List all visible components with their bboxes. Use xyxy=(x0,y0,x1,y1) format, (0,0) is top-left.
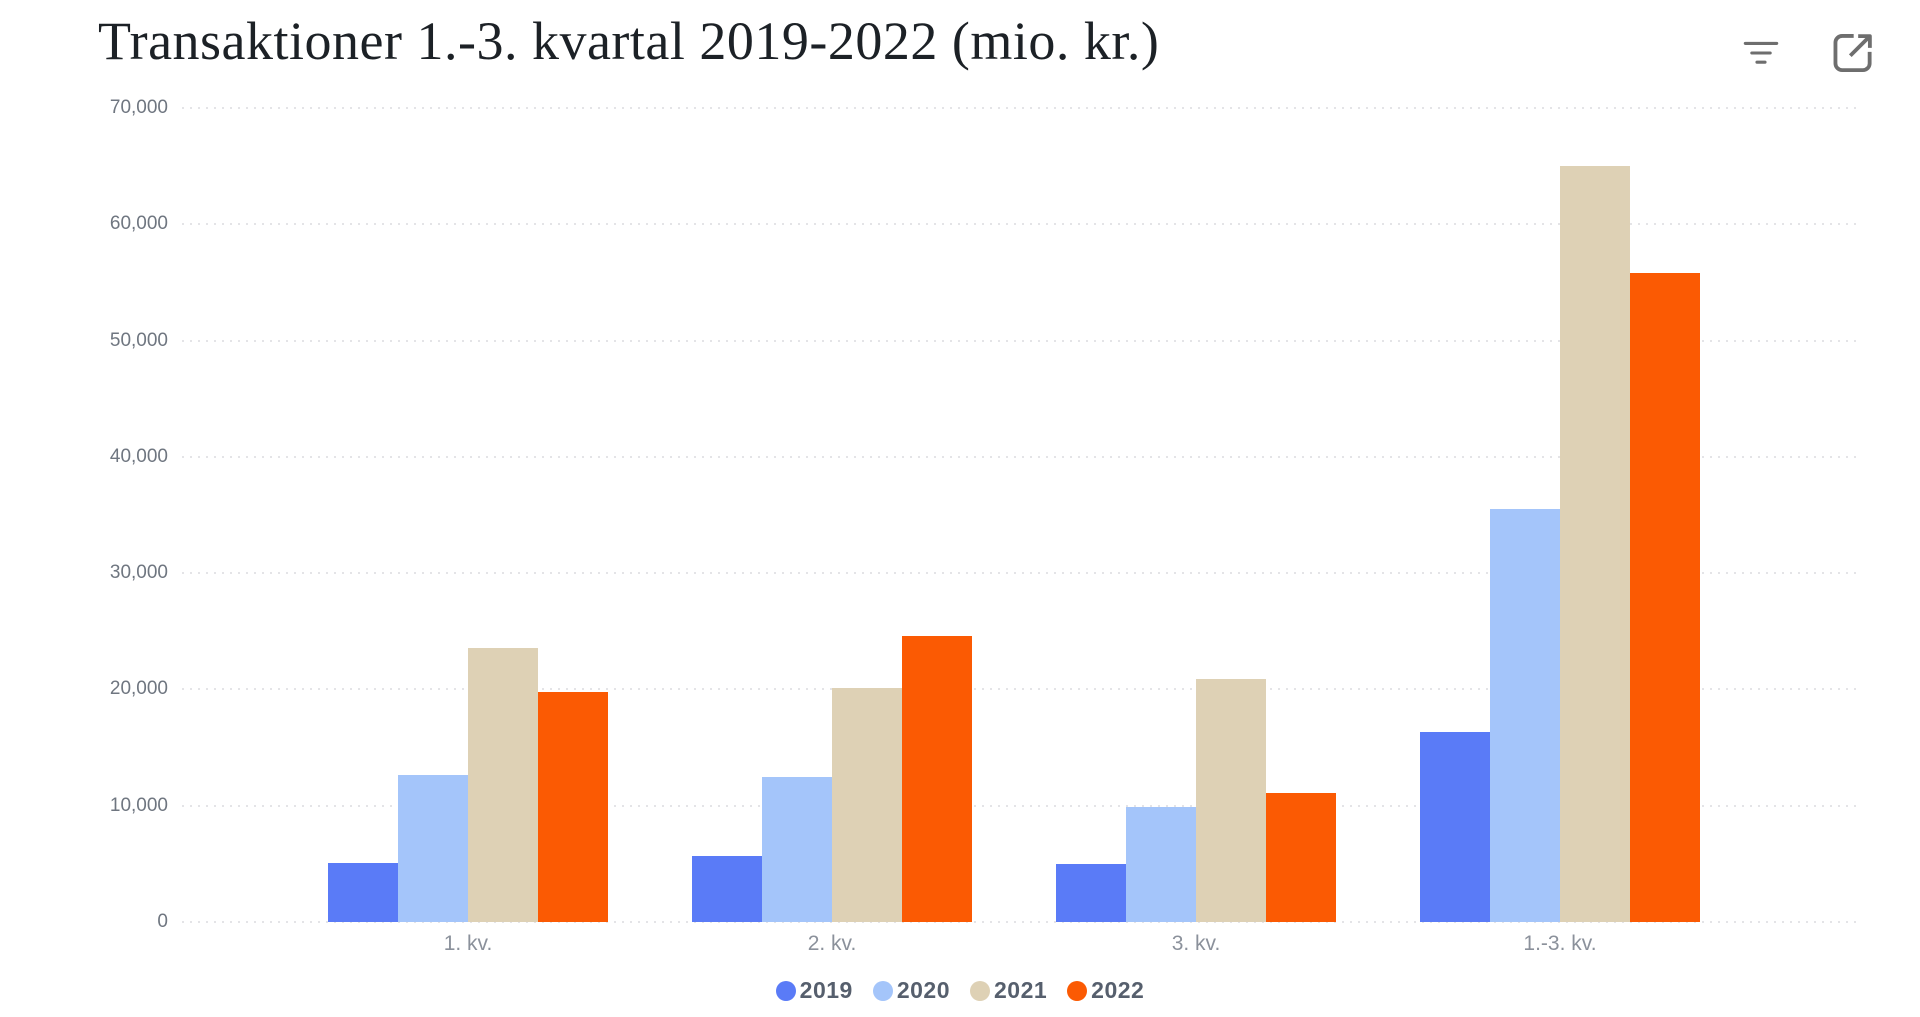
legend-label: 2021 xyxy=(994,977,1048,1003)
y-axis-label: 10,000 xyxy=(109,794,168,816)
y-axis-label: 40,000 xyxy=(109,445,168,467)
bar-2019[interactable] xyxy=(692,855,762,922)
x-axis-label: 1. kv. xyxy=(443,932,493,955)
y-axis-label: 20,000 xyxy=(109,678,168,700)
gridline xyxy=(182,455,1857,458)
bar-2020[interactable] xyxy=(1490,509,1560,922)
legend-dot xyxy=(1067,980,1088,1001)
bar-2022[interactable] xyxy=(1266,792,1336,922)
expand-icon xyxy=(1826,33,1880,83)
gridline xyxy=(182,223,1857,226)
filter-icon xyxy=(1738,41,1784,79)
bar-2021[interactable] xyxy=(832,688,902,922)
bar-2020[interactable] xyxy=(762,776,832,922)
chart-toolbar xyxy=(1738,26,1880,80)
gridline xyxy=(182,339,1857,342)
bar-2020[interactable] xyxy=(1126,806,1196,922)
legend-dot xyxy=(970,980,990,1001)
gridline xyxy=(182,572,1857,575)
bar-2021[interactable] xyxy=(1560,166,1630,922)
legend-label: 2022 xyxy=(1091,977,1145,1003)
legend-label: 2019 xyxy=(799,977,853,1003)
gridline xyxy=(182,107,1857,109)
y-axis-label: 30,000 xyxy=(109,562,168,584)
legend-item-2019[interactable]: 2019 xyxy=(775,977,853,1004)
legend-item-2020[interactable]: 2020 xyxy=(872,977,950,1004)
gridline xyxy=(182,688,1857,691)
bar-2020[interactable] xyxy=(398,775,468,922)
y-axis-label: 60,000 xyxy=(109,213,168,235)
bar-2022[interactable] xyxy=(538,691,608,922)
x-axis-label: 2. kv. xyxy=(807,932,857,955)
x-axis-label: 3. kv. xyxy=(1171,932,1221,955)
gridline xyxy=(182,921,1857,923)
gridline xyxy=(182,804,1857,807)
bar-2019[interactable] xyxy=(328,862,398,922)
expand-button[interactable] xyxy=(1826,26,1880,80)
legend-dot xyxy=(872,980,893,1001)
x-axis-label: 1.-3. kv. xyxy=(1523,932,1597,955)
bar-2019[interactable] xyxy=(1056,863,1126,922)
bar-2022[interactable] xyxy=(1630,273,1700,922)
y-axis-label: 50,000 xyxy=(109,329,168,351)
legend-label: 2020 xyxy=(896,977,950,1003)
y-axis-label: 70,000 xyxy=(109,97,168,118)
bar-2021[interactable] xyxy=(468,647,538,922)
bar-2019[interactable] xyxy=(1420,732,1490,922)
bar-2022[interactable] xyxy=(902,635,972,922)
y-axis-label: 0 xyxy=(157,911,168,932)
legend-item-2021[interactable]: 2021 xyxy=(970,977,1047,1004)
legend-item-2022[interactable]: 2022 xyxy=(1067,977,1144,1004)
filter-button[interactable] xyxy=(1738,30,1784,76)
legend: 2019 2020 2021 2022 xyxy=(0,977,1920,1004)
chart-title: Transaktioner 1.-3. kvartal 2019-2022 (m… xyxy=(98,11,1160,71)
bar-2021[interactable] xyxy=(1196,678,1266,922)
legend-dot xyxy=(775,980,796,1001)
